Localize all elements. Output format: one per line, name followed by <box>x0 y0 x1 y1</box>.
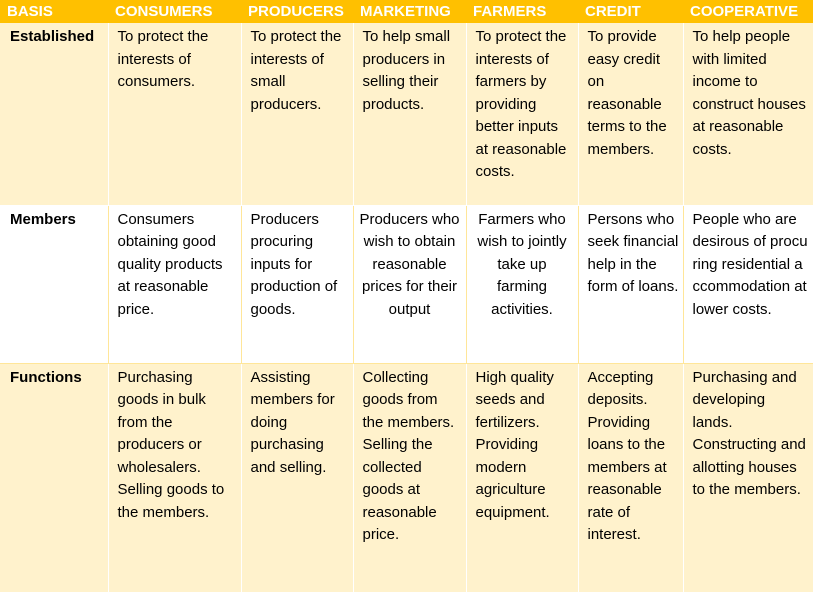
header-farmers: FARMERS <box>466 0 578 23</box>
marketing-cell: To help small producers in selling their… <box>353 23 467 206</box>
header-credit: CREDIT <box>578 0 683 23</box>
row-functions: Functions Purchasing goods in bulk from … <box>0 363 813 593</box>
header-cooperative: COOPERATIVE <box>683 0 813 23</box>
consumers-cell: Purchasing goods in bulk from the produc… <box>108 363 242 593</box>
basis-cell: Established <box>0 23 109 206</box>
farmers-cell: To protect the interests of farmers by p… <box>466 23 579 206</box>
header-marketing: MARKETING <box>353 0 466 23</box>
marketing-cell: Producers who wish to obtain reasonable … <box>353 205 467 364</box>
marketing-cell: Collecting goods from the members. Selli… <box>353 363 467 593</box>
credit-cell: Accepting deposits. Providing loans to t… <box>578 363 684 593</box>
producers-cell: To protect the interests of small produc… <box>241 23 354 206</box>
cooperative-cell: Purchasing and developing lands. Constru… <box>683 363 813 593</box>
row-members: Members Consumers obtaining good quality… <box>0 205 813 364</box>
cooperative-cell: To help people with limited income to co… <box>683 23 813 206</box>
header-producers: PRODUCERS <box>241 0 353 23</box>
farmers-cell: High quality seeds and fertilizers. Prov… <box>466 363 579 593</box>
consumers-cell: Consumers obtaining good quality product… <box>108 205 242 364</box>
basis-cell: Functions <box>0 363 109 593</box>
row-established: Established To protect the interests of … <box>0 23 813 206</box>
header-basis: BASIS <box>0 0 108 23</box>
credit-cell: To provide easy credit on reasonable ter… <box>578 23 684 206</box>
cooperative-cell: People who are desirous of procuring res… <box>683 205 813 364</box>
consumers-cell: To protect the interests of consumers. <box>108 23 242 206</box>
header-row: BASIS CONSUMERS PRODUCERS MARKETING FARM… <box>0 0 813 23</box>
farmers-cell: Farmers who wish to jointly take up farm… <box>466 205 579 364</box>
header-consumers: CONSUMERS <box>108 0 241 23</box>
credit-cell: Persons who seek financial help in the f… <box>578 205 684 364</box>
producers-cell: Assisting members for doing purchasing a… <box>241 363 354 593</box>
producers-cell: Producers procuring inputs for productio… <box>241 205 354 364</box>
basis-cell: Members <box>0 205 109 364</box>
